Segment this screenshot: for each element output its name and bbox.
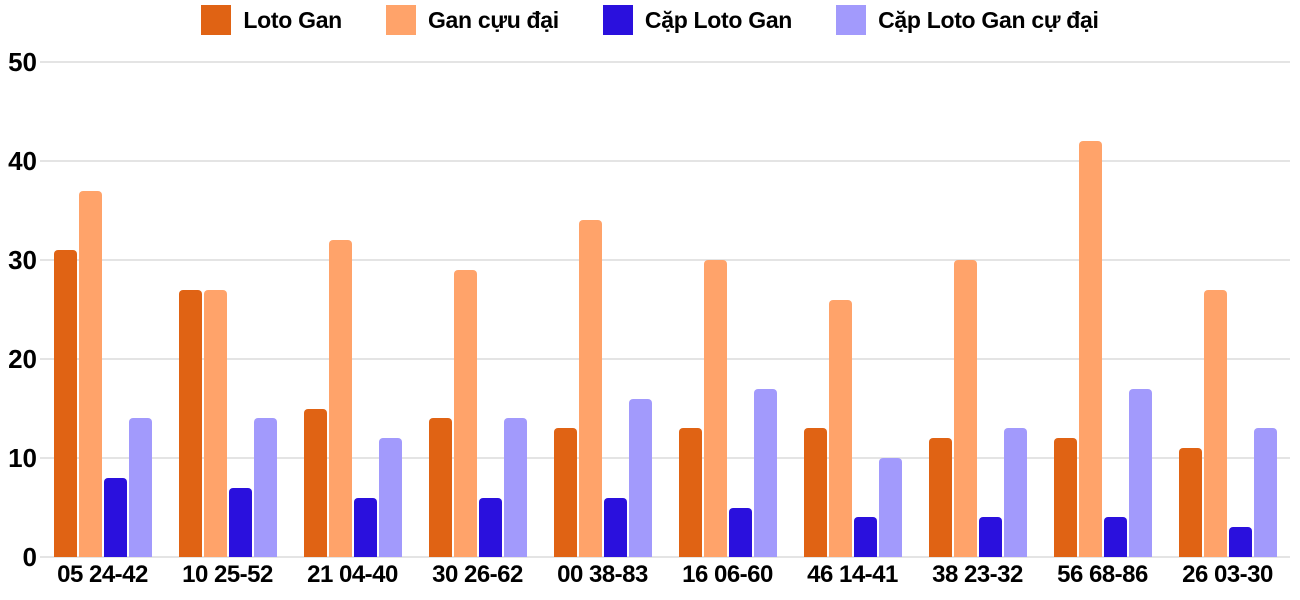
bar-gan-cuu-ai-46-14-41[interactable] — [828, 299, 852, 557]
bar-cap-loto-gan-cu-ai-38-23-32[interactable] — [1003, 428, 1027, 557]
x-tick-label: 16 06-60 — [682, 561, 773, 588]
bar-cap-loto-gan-cu-ai-30-26-62[interactable] — [503, 418, 527, 557]
bar-cap-loto-gan-cu-ai-00-38-83[interactable] — [628, 398, 652, 557]
bar-group-16-06-60 — [665, 62, 790, 557]
bar-group-56-68-86 — [1040, 62, 1165, 557]
bar-loto-gan-05-24-42[interactable] — [53, 250, 77, 557]
bar-group-30-26-62 — [415, 62, 540, 557]
bar-cap-loto-gan-cu-ai-56-68-86[interactable] — [1128, 388, 1152, 557]
x-tick-label: 26 03-30 — [1182, 561, 1273, 588]
gridline — [40, 160, 1290, 162]
bar-cap-loto-gan-cu-ai-16-06-60[interactable] — [753, 388, 777, 557]
y-tick-label: 0 — [22, 542, 37, 572]
bar-group-00-38-83 — [540, 62, 665, 557]
bar-group-05-24-42 — [40, 62, 165, 557]
y-tick-label: 40 — [8, 146, 37, 176]
bar-cap-loto-gan-16-06-60[interactable] — [728, 507, 752, 557]
x-axis: 05 24-42 10 25-52 21 04-40 30 26-62 00 38-83… — [40, 561, 1290, 589]
bar-cap-loto-gan-38-23-32[interactable] — [978, 517, 1002, 557]
bar-cap-loto-gan-cu-ai-05-24-42[interactable] — [128, 418, 152, 557]
bar-group-38-23-32 — [915, 62, 1040, 557]
y-tick-label: 50 — [8, 47, 37, 77]
y-tick-label: 30 — [8, 245, 37, 275]
gridline — [40, 358, 1290, 360]
legend-swatch-cap-loto-gan — [602, 5, 633, 35]
x-tick-label: 46 14-41 — [807, 561, 898, 588]
bar-loto-gan-30-26-62[interactable] — [428, 418, 452, 557]
x-tick-label: 21 04-40 — [307, 561, 398, 588]
legend-item-gan-cuu-ai[interactable]: Gan cựu đại — [385, 5, 559, 35]
bar-gan-cuu-ai-30-26-62[interactable] — [453, 269, 477, 557]
x-tick-label: 30 26-62 — [432, 561, 523, 588]
legend-label: Loto Gan — [243, 6, 342, 33]
y-tick-label: 20 — [8, 344, 37, 374]
legend-label: Cặp Loto Gan — [644, 6, 793, 33]
legend-label: Cặp Loto Gan cự đại — [878, 6, 1099, 33]
bar-cap-loto-gan-46-14-41[interactable] — [853, 517, 877, 557]
bar-loto-gan-10-25-52[interactable] — [178, 289, 202, 557]
bar-gan-cuu-ai-56-68-86[interactable] — [1078, 141, 1102, 557]
bar-cap-loto-gan-00-38-83[interactable] — [603, 497, 627, 557]
gridline — [40, 556, 1290, 558]
chart-legend: Loto Gan Gan cựu đại Cặp Loto Gan Cặp Loto … — [0, 5, 1300, 35]
bar-group-46-14-41 — [790, 62, 915, 557]
x-tick-label: 56 68-86 — [1057, 561, 1148, 588]
bar-cap-loto-gan-cu-ai-21-04-40[interactable] — [378, 438, 402, 557]
bar-cap-loto-gan-cu-ai-26-03-30[interactable] — [1253, 428, 1277, 557]
bar-gan-cuu-ai-16-06-60[interactable] — [703, 260, 727, 557]
bar-group-21-04-40 — [290, 62, 415, 557]
bar-gan-cuu-ai-26-03-30[interactable] — [1203, 289, 1227, 557]
gridline — [40, 61, 1290, 63]
bar-cap-loto-gan-26-03-30[interactable] — [1228, 527, 1252, 557]
bar-loto-gan-46-14-41[interactable] — [803, 428, 827, 557]
bar-cap-loto-gan-10-25-52[interactable] — [228, 487, 252, 557]
legend-swatch-cap-loto-gan-cu-ai — [836, 5, 867, 35]
bar-gan-cuu-ai-00-38-83[interactable] — [578, 220, 602, 557]
legend-label: Gan cựu đại — [427, 6, 559, 33]
x-tick-label: 00 38-83 — [557, 561, 648, 588]
bar-gan-cuu-ai-21-04-40[interactable] — [328, 240, 352, 557]
legend-item-cap-loto-gan-cu-ai[interactable]: Cặp Loto Gan cự đại — [836, 5, 1099, 35]
bar-cap-loto-gan-cu-ai-10-25-52[interactable] — [253, 418, 277, 557]
y-tick-label: 10 — [8, 443, 37, 473]
bar-gan-cuu-ai-38-23-32[interactable] — [953, 260, 977, 557]
bar-cap-loto-gan-05-24-42[interactable] — [103, 477, 127, 557]
x-tick-label: 38 23-32 — [932, 561, 1023, 588]
bar-loto-gan-00-38-83[interactable] — [553, 428, 577, 557]
x-tick-label: 10 25-52 — [182, 561, 273, 588]
bar-loto-gan-38-23-32[interactable] — [928, 438, 952, 557]
legend-item-cap-loto-gan[interactable]: Cặp Loto Gan — [602, 5, 793, 35]
bar-gan-cuu-ai-05-24-42[interactable] — [78, 190, 102, 557]
legend-item-loto-gan[interactable]: Loto Gan — [201, 5, 342, 35]
bar-loto-gan-26-03-30[interactable] — [1178, 448, 1202, 557]
bar-cap-loto-gan-56-68-86[interactable] — [1103, 517, 1127, 557]
legend-swatch-gan-cuu-ai — [385, 5, 416, 35]
bar-group-10-25-52 — [165, 62, 290, 557]
gridline — [40, 259, 1290, 261]
bar-loto-gan-21-04-40[interactable] — [303, 408, 327, 557]
gridline — [40, 457, 1290, 459]
bar-gan-cuu-ai-10-25-52[interactable] — [203, 289, 227, 557]
x-tick-label: 05 24-42 — [57, 561, 148, 588]
bar-cap-loto-gan-21-04-40[interactable] — [353, 497, 377, 557]
bar-cap-loto-gan-cu-ai-46-14-41[interactable] — [878, 458, 902, 557]
plot-area — [40, 61, 1290, 558]
bar-loto-gan-56-68-86[interactable] — [1053, 438, 1077, 557]
bar-loto-gan-16-06-60[interactable] — [678, 428, 702, 557]
bar-cap-loto-gan-30-26-62[interactable] — [478, 497, 502, 557]
legend-swatch-loto-gan — [201, 5, 232, 35]
bar-groups — [40, 62, 1290, 557]
bar-group-26-03-30 — [1165, 62, 1290, 557]
